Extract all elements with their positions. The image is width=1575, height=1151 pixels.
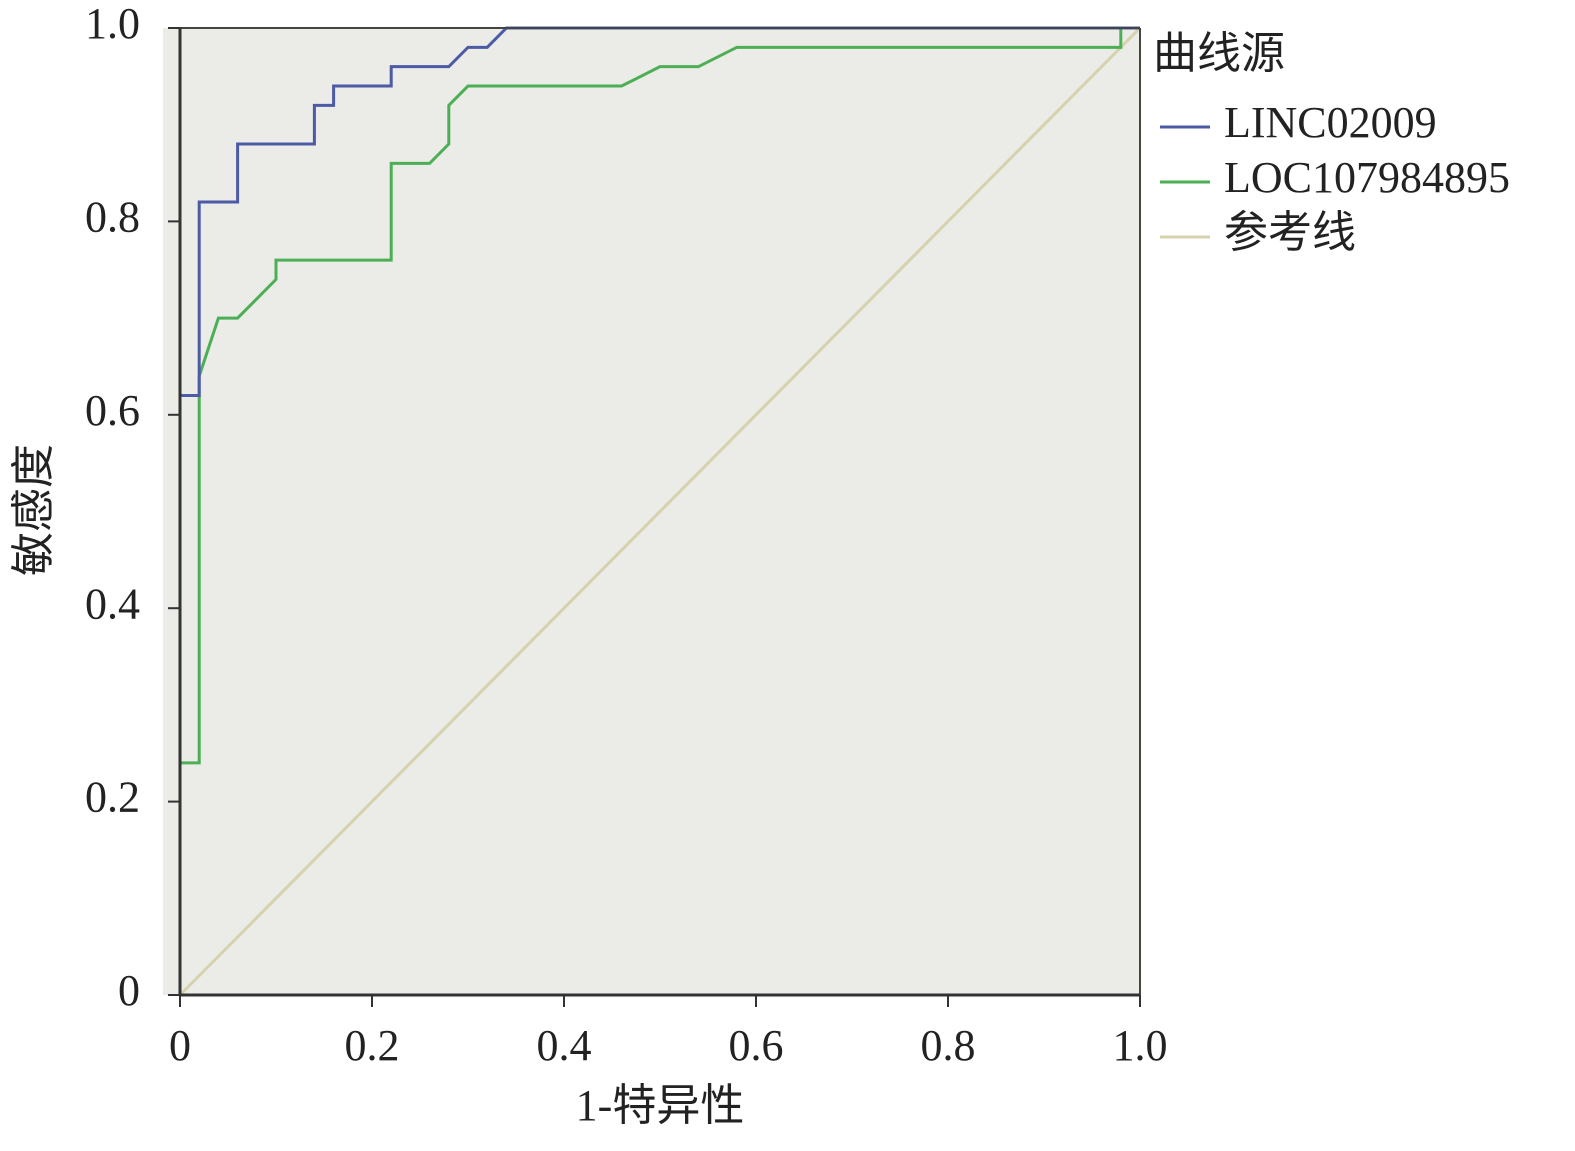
- y-tick-label: 1.0: [85, 0, 140, 48]
- x-axis-label: 1-特异性: [576, 1081, 745, 1130]
- legend-label: LOC107984895: [1224, 153, 1510, 202]
- x-tick-label: 0.8: [921, 1021, 976, 1070]
- y-axis-label: 敏感度: [9, 444, 58, 576]
- plot-background: [163, 28, 1140, 995]
- legend-title: 曲线源: [1153, 29, 1285, 78]
- x-tick-label: 0.2: [345, 1021, 400, 1070]
- series-line: [178, 26, 1140, 995]
- legend-label: LINC02009: [1224, 98, 1437, 147]
- y-tick-label: 0.6: [85, 386, 140, 435]
- series-line: [178, 26, 1142, 997]
- x-tick-label: 0.6: [729, 1021, 784, 1070]
- y-tick-label: 0: [118, 966, 140, 1015]
- series-line: [178, 26, 1140, 995]
- y-tick-label: 0.2: [85, 773, 140, 822]
- y-tick-label: 0.8: [85, 192, 140, 241]
- legend-label: 参考线: [1224, 208, 1356, 257]
- y-tick-label: 0.4: [85, 579, 140, 628]
- x-tick-label: 0: [169, 1021, 191, 1070]
- x-tick-label: 1.0: [1113, 1021, 1168, 1070]
- x-tick-label: 0.4: [537, 1021, 592, 1070]
